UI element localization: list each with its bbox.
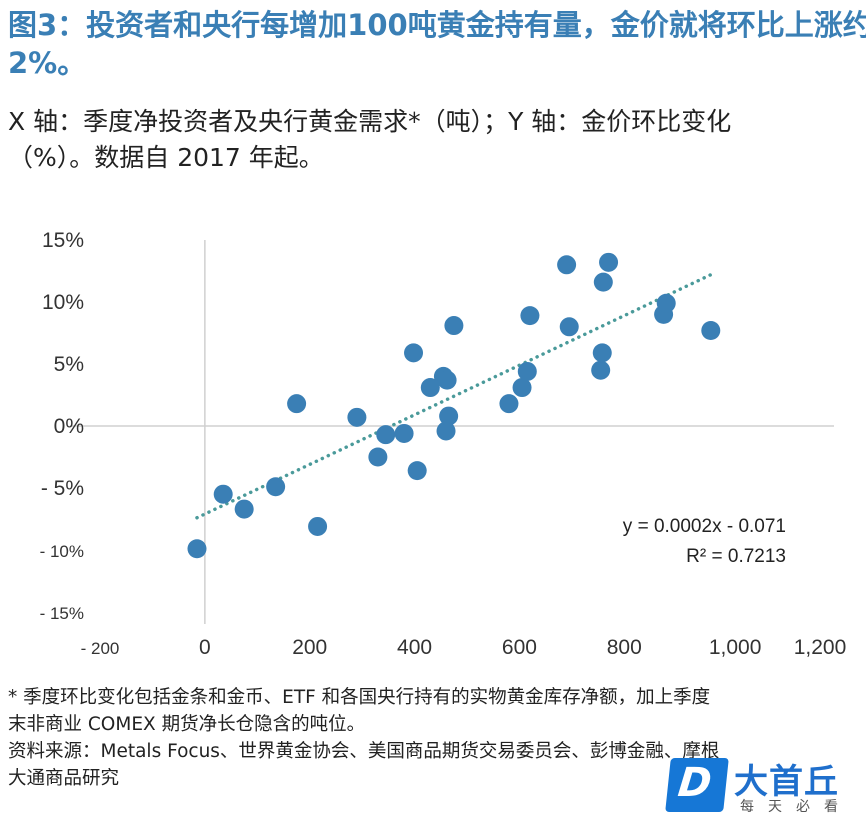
data-point [376, 425, 396, 445]
data-point [347, 407, 367, 427]
chart-subtitle-line-1: X 轴：季度净投资者及央行黄金需求*（吨）；Y 轴：金价环比变化 [8, 107, 732, 136]
source-line-2: 大通商品研究 [8, 768, 120, 789]
data-point [437, 370, 457, 390]
data-point [308, 516, 328, 536]
footnote-line-1: * 季度环比变化包括金条和金币、ETF 和各国央行持有的实物黄金库存净额，加上季… [8, 687, 711, 708]
watermark-logo-letter: D [675, 760, 714, 806]
data-point [213, 484, 233, 504]
data-point [559, 317, 579, 337]
data-point [701, 321, 721, 341]
x-tick-label: 200 [292, 636, 327, 659]
data-point [520, 306, 540, 326]
data-point [187, 539, 207, 559]
data-point [591, 360, 611, 380]
y-tick-label: - 10% [40, 542, 84, 561]
tick-labels-group: 15% 10% 5% 0% - 5% - 10% - 15% - 200 0 200 400 600 8… [40, 229, 847, 659]
data-point [517, 361, 537, 381]
data-point [404, 343, 424, 363]
x-tick-label: 1,000 [709, 636, 762, 659]
data-point [287, 394, 307, 414]
data-point [234, 499, 254, 519]
x-tick-label: 400 [397, 636, 432, 659]
data-point [439, 406, 459, 426]
data-point [512, 378, 532, 398]
data-point [407, 461, 427, 481]
x-tick-label: 600 [502, 636, 537, 659]
scatter-chart: 15% 10% 5% 0% - 5% - 10% - 15% - 200 0 200 400 600 8… [40, 229, 847, 659]
trendline-group [195, 272, 713, 520]
trendline-r2-label: R² = 0.7213 [686, 546, 786, 567]
data-point [599, 252, 619, 272]
watermark-logo-icon: D [665, 758, 729, 812]
data-point [656, 293, 676, 313]
data-point [499, 394, 519, 414]
x-tick-label: 1,200 [794, 636, 847, 659]
data-point [394, 423, 414, 443]
watermark: D 大首丘 每天必看 [662, 754, 862, 816]
x-tick-label: 800 [607, 636, 642, 659]
y-tick-label: 10% [42, 291, 84, 314]
data-point [436, 421, 456, 441]
x-tick-label: 0 [199, 636, 211, 659]
trendline [195, 272, 713, 520]
data-points-group [187, 252, 721, 559]
chart-subtitle-line-2: （%）。数据自 2017 年起。 [8, 143, 324, 172]
y-tick-label: 0% [54, 415, 84, 438]
footnote-line-2: 末非商业 COMEX 期货净长仓隐含的吨位。 [8, 714, 366, 735]
source-line-1: 资料来源：Metals Focus、世界黄金协会、美国商品期货交易委员会、彭博金… [8, 741, 720, 762]
data-point [266, 477, 286, 497]
y-tick-label: - 5% [41, 477, 84, 500]
watermark-slogan: 每天必看 [740, 799, 852, 815]
y-tick-label: 15% [42, 229, 84, 252]
data-point [444, 316, 464, 336]
chart-title-line-2: 2%。 [8, 46, 87, 80]
y-tick-label: 5% [54, 353, 84, 376]
data-point [592, 343, 612, 363]
watermark-name: 大首丘 [734, 762, 839, 802]
data-point [368, 447, 388, 467]
x-tick-label: - 200 [81, 639, 120, 658]
trendline-equation-label: y = 0.0002x - 0.071 [623, 516, 786, 537]
chart-subtitle: X 轴：季度净投资者及央行黄金需求*（吨）；Y 轴：金价环比变化 （%）。数据自… [8, 104, 860, 176]
y-tick-label: - 15% [40, 604, 84, 623]
data-point [593, 272, 613, 292]
chart-title-line-1: 图3：投资者和央行每增加100吨黄金持有量，金价就将环比上涨约 [8, 8, 866, 42]
chart-title: 图3：投资者和央行每增加100吨黄金持有量，金价就将环比上涨约 2%。 [8, 6, 866, 82]
chart-footnotes: * 季度环比变化包括金条和金币、ETF 和各国央行持有的实物黄金库存净额，加上季… [8, 684, 860, 792]
data-point [420, 378, 440, 398]
data-point [557, 255, 577, 275]
